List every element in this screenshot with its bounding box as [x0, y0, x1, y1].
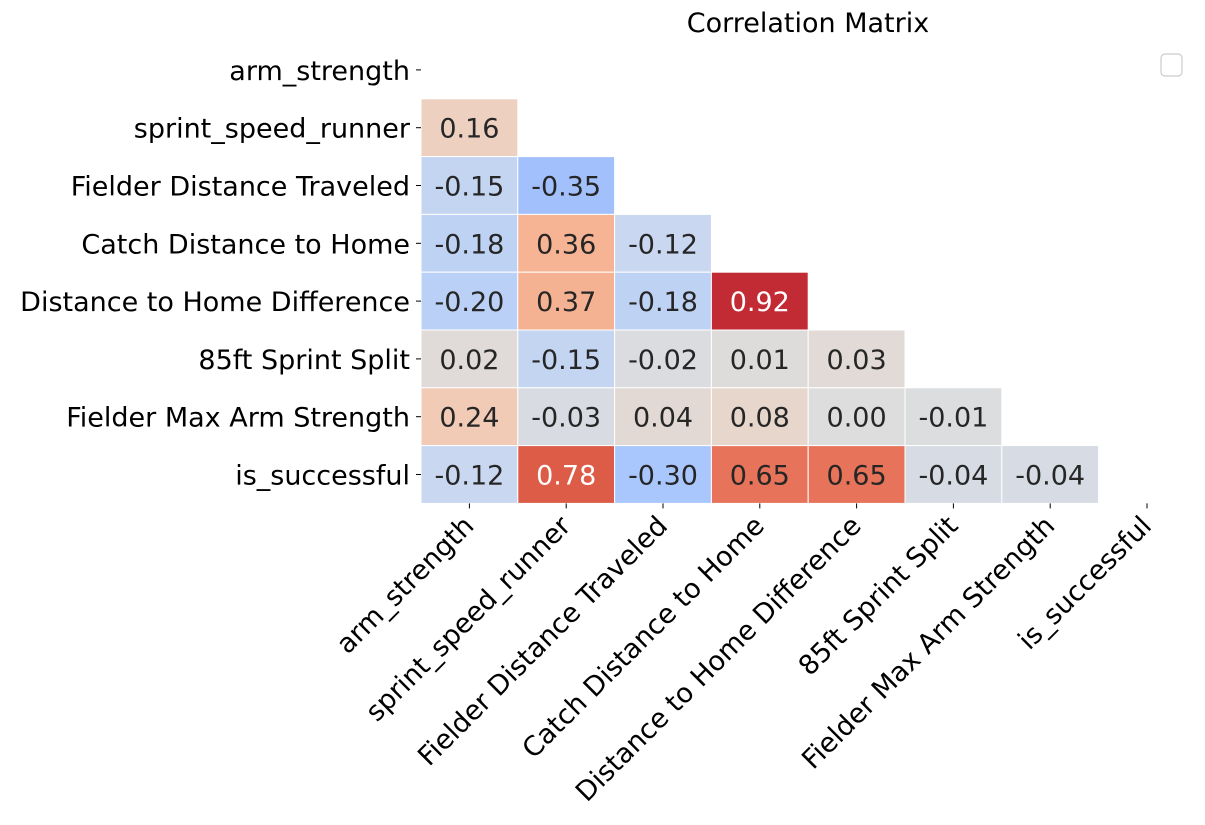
heatmap-cell [420, 156, 519, 215]
heatmap-cell-label: 0.02 [439, 345, 499, 376]
heatmap-cell [517, 329, 616, 389]
heatmap-cell-label: -0.02 [628, 345, 698, 376]
heatmap-cell [517, 213, 616, 273]
heatmap-cell [1001, 445, 1100, 504]
y-tick-label: arm_strength [229, 56, 410, 87]
heatmap-cells: 0.16 -0.15 -0.35 -0.18 0.36 -0.12 -0.20 0.37 -0.… [420, 98, 1100, 504]
heatmap-cell-label: 0.78 [536, 461, 596, 492]
y-tick-label: sprint_speed_runner [134, 114, 411, 145]
heatmap-cell-label: 0.08 [730, 403, 790, 434]
chart-title: Correlation Matrix [687, 8, 929, 39]
y-tick-label: Fielder Distance Traveled [71, 172, 410, 203]
heatmap-cell [420, 213, 519, 273]
heatmap-cell-label: 0.24 [439, 403, 499, 434]
heatmap-cell [614, 213, 712, 273]
heatmap-cell [807, 329, 906, 389]
heatmap-cell [517, 387, 616, 447]
heatmap-cell-label: 0.65 [730, 461, 790, 492]
heatmap-cell-label: -0.03 [531, 403, 601, 434]
heatmap-cell-label: 0.16 [439, 114, 499, 145]
heatmap-cell-label: -0.20 [434, 287, 504, 318]
y-tick-label: Catch Distance to Home [81, 229, 410, 260]
y-tick-label: is_successful [235, 461, 410, 492]
heatmap-cell-label: -0.35 [531, 172, 601, 203]
heatmap-cell [420, 98, 519, 158]
heatmap-cell [420, 445, 519, 504]
heatmap-cell [904, 387, 1003, 447]
heatmap-cell-label: -0.01 [918, 403, 988, 434]
heatmap-cell-label: 0.92 [730, 287, 790, 318]
heatmap-cell-label: 0.04 [633, 403, 693, 434]
y-tick-label: 85ft Sprint Split [198, 345, 410, 376]
heatmap-cell [807, 387, 906, 447]
y-axis: arm_strength sprint_speed_runner Fielder D… [20, 56, 421, 492]
heatmap-cell-label: 0.00 [827, 403, 887, 434]
heatmap-cell-label: -0.30 [628, 461, 698, 492]
heatmap-cell-label: 0.65 [827, 461, 887, 492]
heatmap-cell [517, 156, 616, 215]
heatmap-cell-label: -0.18 [434, 229, 504, 260]
heatmap-cell-label: 0.01 [730, 345, 790, 376]
heatmap-cell [710, 387, 809, 447]
heatmap-cell [614, 387, 712, 447]
heatmap-cell-label: -0.04 [918, 461, 988, 492]
heatmap-cell-label: -0.04 [1015, 461, 1085, 492]
heatmap-cell-label: -0.15 [434, 172, 504, 203]
heatmap-cell-label: -0.12 [434, 461, 504, 492]
y-tick-label: Fielder Max Arm Strength [66, 403, 410, 434]
heatmap-cell [710, 271, 809, 331]
legend-box [1160, 53, 1183, 77]
heatmap-cell [517, 271, 616, 331]
heatmap-cell-label: 0.37 [536, 287, 596, 318]
heatmap-cell-label: 0.36 [536, 229, 596, 260]
heatmap-cell-label: -0.12 [628, 229, 698, 260]
heatmap-cell-label: -0.15 [531, 345, 601, 376]
heatmap-cell-label: -0.18 [628, 287, 698, 318]
heatmap-cell [904, 445, 1003, 504]
heatmap-cell-label: 0.03 [827, 345, 887, 376]
heatmap-cell [710, 329, 809, 389]
heatmap-cell [710, 445, 809, 504]
y-tick-label: Distance to Home Difference [20, 287, 410, 318]
heatmap-cell [517, 445, 616, 504]
